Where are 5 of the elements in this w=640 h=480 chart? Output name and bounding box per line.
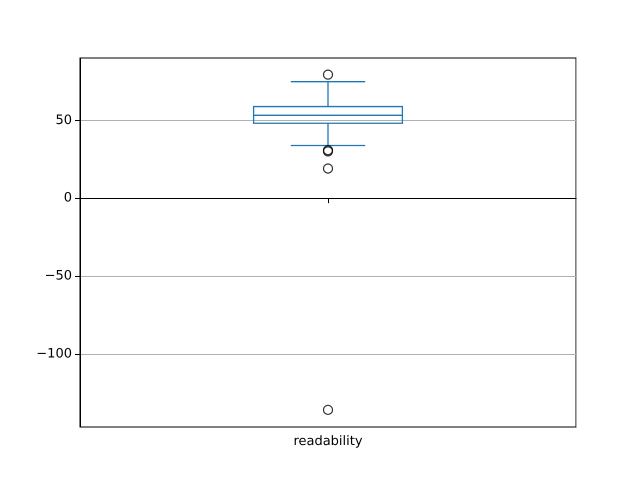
x-tick-label: readability (293, 434, 363, 449)
y-tick-label: 0 (64, 190, 72, 206)
y-tick-label: 50 (55, 112, 72, 128)
y-tick-label: −50 (44, 268, 72, 284)
y-tick-label: −100 (36, 346, 72, 362)
